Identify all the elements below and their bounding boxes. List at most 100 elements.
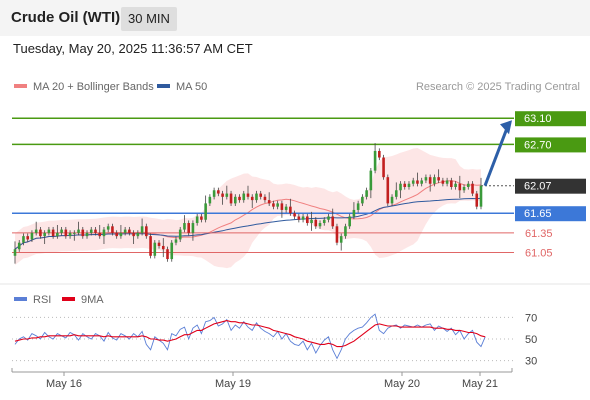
candle [13, 249, 17, 256]
instrument-title: Crude Oil (WTI) [11, 9, 121, 26]
candle [153, 242, 157, 256]
candle [369, 170, 373, 191]
candle [280, 203, 284, 210]
candle [411, 180, 415, 184]
candle [250, 196, 254, 201]
candle [106, 226, 110, 230]
timeframe-badge[interactable]: 30 MIN [121, 7, 177, 31]
candle [267, 200, 271, 204]
candle [399, 183, 402, 191]
candle [229, 193, 233, 204]
candle [128, 229, 131, 233]
candle [77, 229, 80, 233]
candle [115, 232, 118, 237]
candle [221, 193, 224, 197]
candle [149, 236, 152, 256]
candle [56, 232, 59, 237]
candle [263, 196, 267, 201]
candle [238, 196, 241, 201]
candle [318, 223, 322, 227]
candle [335, 226, 339, 243]
level-tag-63.10 [515, 111, 586, 127]
candle [166, 249, 169, 260]
legend-swatch [14, 84, 27, 88]
candle [73, 232, 76, 234]
x-tick-label: May 21 [462, 378, 498, 390]
level-label-62.70: 62.70 [524, 139, 552, 151]
candle [479, 185, 483, 207]
level-label-61.05: 61.05 [525, 248, 553, 260]
candle [390, 196, 394, 204]
candle [356, 203, 360, 210]
candle [60, 229, 63, 233]
candle [68, 232, 72, 237]
candle [191, 223, 195, 233]
level-label-62.07: 62.07 [524, 181, 552, 193]
rsi-panel [0, 284, 590, 368]
candle [140, 226, 144, 233]
candle [26, 236, 30, 240]
candle [51, 229, 55, 237]
candle [174, 239, 178, 243]
candle [352, 209, 356, 217]
candle [428, 177, 432, 184]
candle [157, 242, 161, 246]
level-label-61.35: 61.35 [525, 228, 553, 240]
legend-label: MA 20 + Bollinger Bands [33, 81, 154, 93]
candle [327, 216, 330, 220]
legend-label: MA 50 [176, 81, 207, 93]
candle [386, 177, 390, 204]
candle [43, 232, 46, 237]
candle [111, 226, 114, 233]
candle [403, 183, 407, 187]
candle [458, 183, 462, 191]
candle [289, 206, 292, 214]
rsi-legend-swatch [62, 297, 75, 301]
level-label-63.10: 63.10 [524, 113, 552, 125]
candle [64, 229, 68, 237]
level-tag-62.07 [515, 178, 586, 194]
candle [136, 232, 140, 237]
candle [119, 232, 123, 237]
candle [246, 193, 250, 197]
candle [450, 180, 453, 187]
candle [378, 150, 381, 158]
candle [200, 216, 203, 220]
rsi-y-tick: 50 [525, 334, 537, 346]
candle [22, 236, 25, 243]
level-tag-62.70 [515, 137, 586, 153]
candle [17, 242, 21, 250]
candle [81, 229, 85, 237]
candle [361, 196, 364, 204]
candle [373, 150, 377, 171]
candle [183, 223, 186, 230]
candle [98, 232, 102, 237]
candle [39, 229, 42, 237]
candle [293, 213, 296, 217]
candle [331, 216, 335, 227]
candle [301, 216, 305, 220]
bollinger-band [15, 148, 481, 269]
price-panel [0, 68, 590, 283]
level-label-61.65: 61.65 [524, 208, 552, 220]
level-tag-61.65 [515, 206, 586, 222]
candle [445, 180, 449, 184]
candle [132, 232, 135, 237]
candle [433, 177, 436, 184]
candle [454, 183, 457, 187]
candle [94, 229, 97, 233]
candle [382, 157, 385, 178]
rsi-legend-label: RSI [33, 294, 51, 306]
candle [178, 229, 182, 240]
forecast-arrow [483, 127, 509, 187]
candle [225, 193, 229, 197]
rsi-legend-label: 9MA [81, 294, 104, 306]
candle [272, 203, 275, 207]
chart-header: Crude Oil (WTI) 30 MIN [0, 0, 590, 36]
candle [306, 216, 309, 224]
candle [242, 193, 246, 201]
candle [339, 236, 343, 243]
candle [89, 229, 93, 233]
candle [441, 180, 445, 184]
